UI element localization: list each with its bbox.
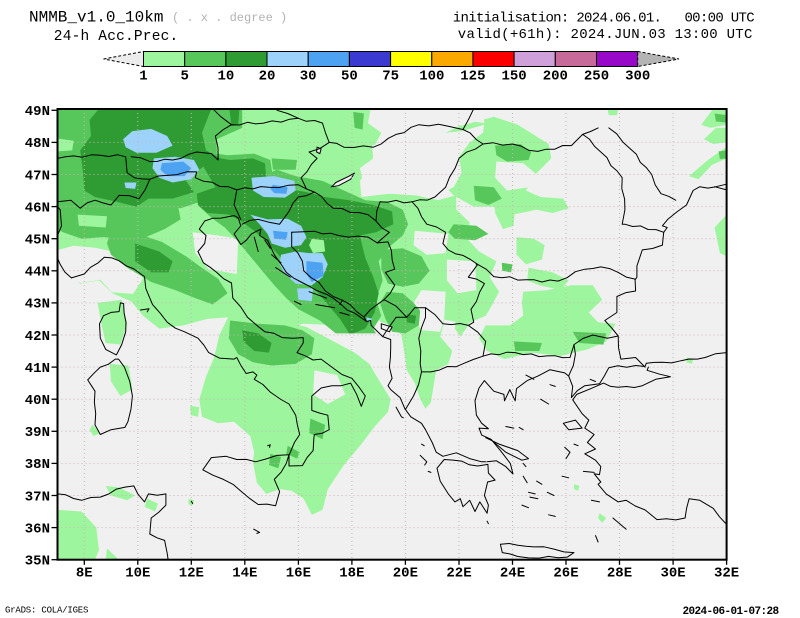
svg-text:valid(+61h): 2024.JUN.03 13:00: valid(+61h): 2024.JUN.03 13:00 UTC	[458, 27, 753, 43]
svg-text:32E: 32E	[714, 566, 739, 582]
svg-text:75: 75	[382, 69, 399, 85]
svg-text:20: 20	[259, 69, 276, 85]
svg-text:48N: 48N	[25, 136, 50, 152]
svg-text:14E: 14E	[232, 566, 257, 582]
svg-text:50: 50	[341, 69, 358, 85]
svg-text:18E: 18E	[339, 566, 364, 582]
svg-text:( . x . degree ): ( . x . degree )	[172, 11, 287, 25]
svg-text:30E: 30E	[660, 566, 685, 582]
svg-text:30: 30	[300, 69, 317, 85]
svg-text:12E: 12E	[179, 566, 204, 582]
svg-text:10E: 10E	[125, 566, 150, 582]
svg-text:49N: 49N	[25, 104, 50, 120]
svg-text:40N: 40N	[25, 393, 50, 409]
svg-text:2024-06-01-07:28: 2024-06-01-07:28	[683, 606, 780, 618]
svg-text:39N: 39N	[25, 425, 50, 441]
svg-text:45N: 45N	[25, 233, 50, 249]
svg-text:20E: 20E	[393, 566, 418, 582]
svg-text:24-h Acc.Prec.: 24-h Acc.Prec.	[54, 29, 179, 45]
svg-text:5: 5	[180, 69, 188, 85]
svg-text:200: 200	[543, 69, 568, 85]
svg-text:42N: 42N	[25, 329, 50, 345]
svg-text:1: 1	[139, 69, 147, 85]
svg-text:37N: 37N	[25, 489, 50, 505]
svg-text:47N: 47N	[25, 168, 50, 184]
svg-text:300: 300	[625, 69, 650, 85]
svg-text:44N: 44N	[25, 265, 50, 281]
svg-text:36N: 36N	[25, 521, 50, 537]
svg-text:NMMB_v1.0_10km: NMMB_v1.0_10km	[29, 9, 163, 27]
svg-text:38N: 38N	[25, 457, 50, 473]
svg-text:35N: 35N	[25, 554, 50, 570]
svg-text:28E: 28E	[607, 566, 632, 582]
svg-text:8E: 8E	[76, 566, 93, 582]
svg-text:22E: 22E	[446, 566, 471, 582]
svg-text:150: 150	[501, 69, 526, 85]
svg-text:125: 125	[460, 69, 485, 85]
svg-text:initialisation: 2024.06.01.: initialisation: 2024.06.01. 00:00 UTC	[453, 11, 754, 27]
svg-text:46N: 46N	[25, 200, 50, 216]
svg-text:41N: 41N	[25, 361, 50, 377]
svg-text:250: 250	[584, 69, 609, 85]
svg-text:10: 10	[217, 69, 234, 85]
svg-text:16E: 16E	[286, 566, 311, 582]
svg-text:GrADS: COLA/IGES: GrADS: COLA/IGES	[5, 606, 88, 616]
svg-text:24E: 24E	[500, 566, 525, 582]
svg-text:26E: 26E	[553, 566, 578, 582]
svg-text:100: 100	[419, 69, 444, 85]
svg-text:43N: 43N	[25, 297, 50, 313]
